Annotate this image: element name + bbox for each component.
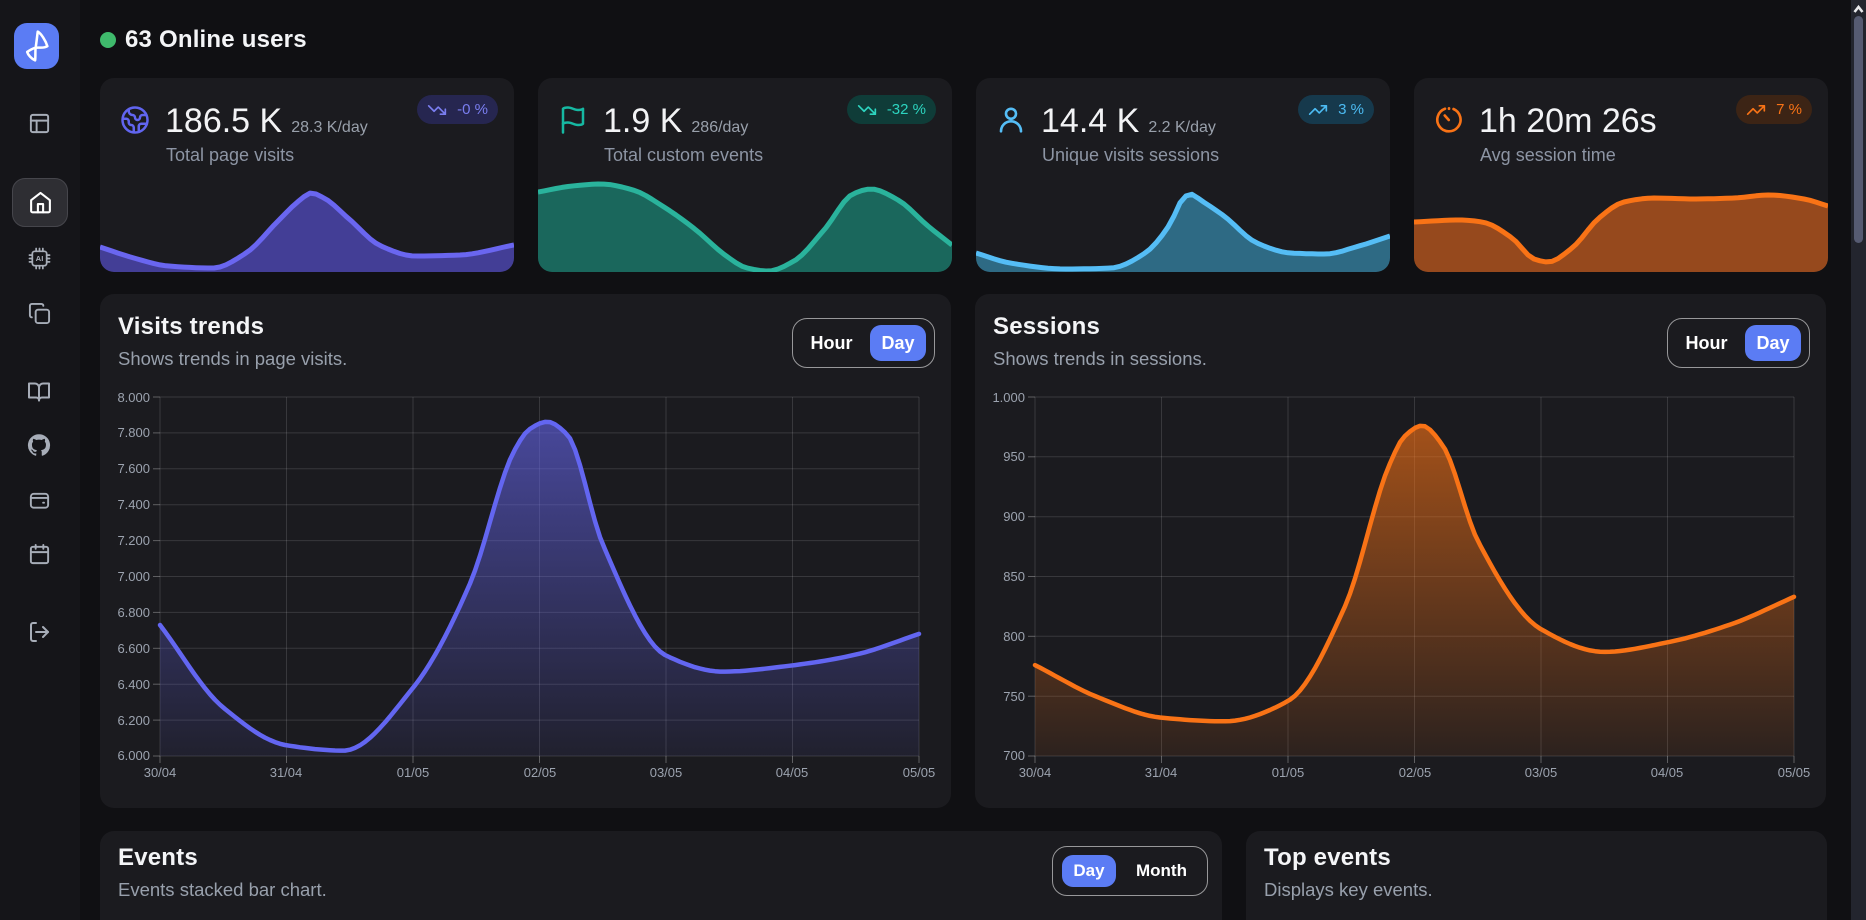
svg-text:7.400: 7.400 [117, 497, 150, 512]
svg-text:AI: AI [36, 254, 44, 263]
svg-text:31/04: 31/04 [270, 765, 303, 780]
svg-text:6.400: 6.400 [117, 677, 150, 692]
svg-text:01/05: 01/05 [397, 765, 430, 780]
svg-text:02/05: 02/05 [524, 765, 557, 780]
svg-text:7.600: 7.600 [117, 461, 150, 476]
svg-text:8.000: 8.000 [117, 390, 150, 405]
svg-text:02/05: 02/05 [1399, 765, 1432, 780]
svg-text:800: 800 [1003, 629, 1025, 644]
svg-text:7.000: 7.000 [117, 569, 150, 584]
svg-text:6.800: 6.800 [117, 605, 150, 620]
svg-text:05/05: 05/05 [903, 765, 936, 780]
svg-text:6.600: 6.600 [117, 641, 150, 656]
svg-text:700: 700 [1003, 748, 1025, 763]
svg-text:900: 900 [1003, 509, 1025, 524]
svg-text:6.000: 6.000 [117, 748, 150, 763]
svg-text:03/05: 03/05 [1525, 765, 1558, 780]
svg-text:850: 850 [1003, 569, 1025, 584]
svg-text:6.200: 6.200 [117, 713, 150, 728]
svg-text:1.000: 1.000 [992, 390, 1025, 405]
svg-text:950: 950 [1003, 449, 1025, 464]
svg-text:01/05: 01/05 [1272, 765, 1305, 780]
svg-text:31/04: 31/04 [1145, 765, 1178, 780]
svg-text:03/05: 03/05 [650, 765, 683, 780]
svg-text:04/05: 04/05 [1651, 765, 1684, 780]
svg-text:05/05: 05/05 [1778, 765, 1811, 780]
svg-text:7.800: 7.800 [117, 425, 150, 440]
svg-text:30/04: 30/04 [144, 765, 177, 780]
svg-text:30/04: 30/04 [1019, 765, 1052, 780]
svg-text:750: 750 [1003, 689, 1025, 704]
svg-text:04/05: 04/05 [776, 765, 809, 780]
svg-text:7.200: 7.200 [117, 533, 150, 548]
